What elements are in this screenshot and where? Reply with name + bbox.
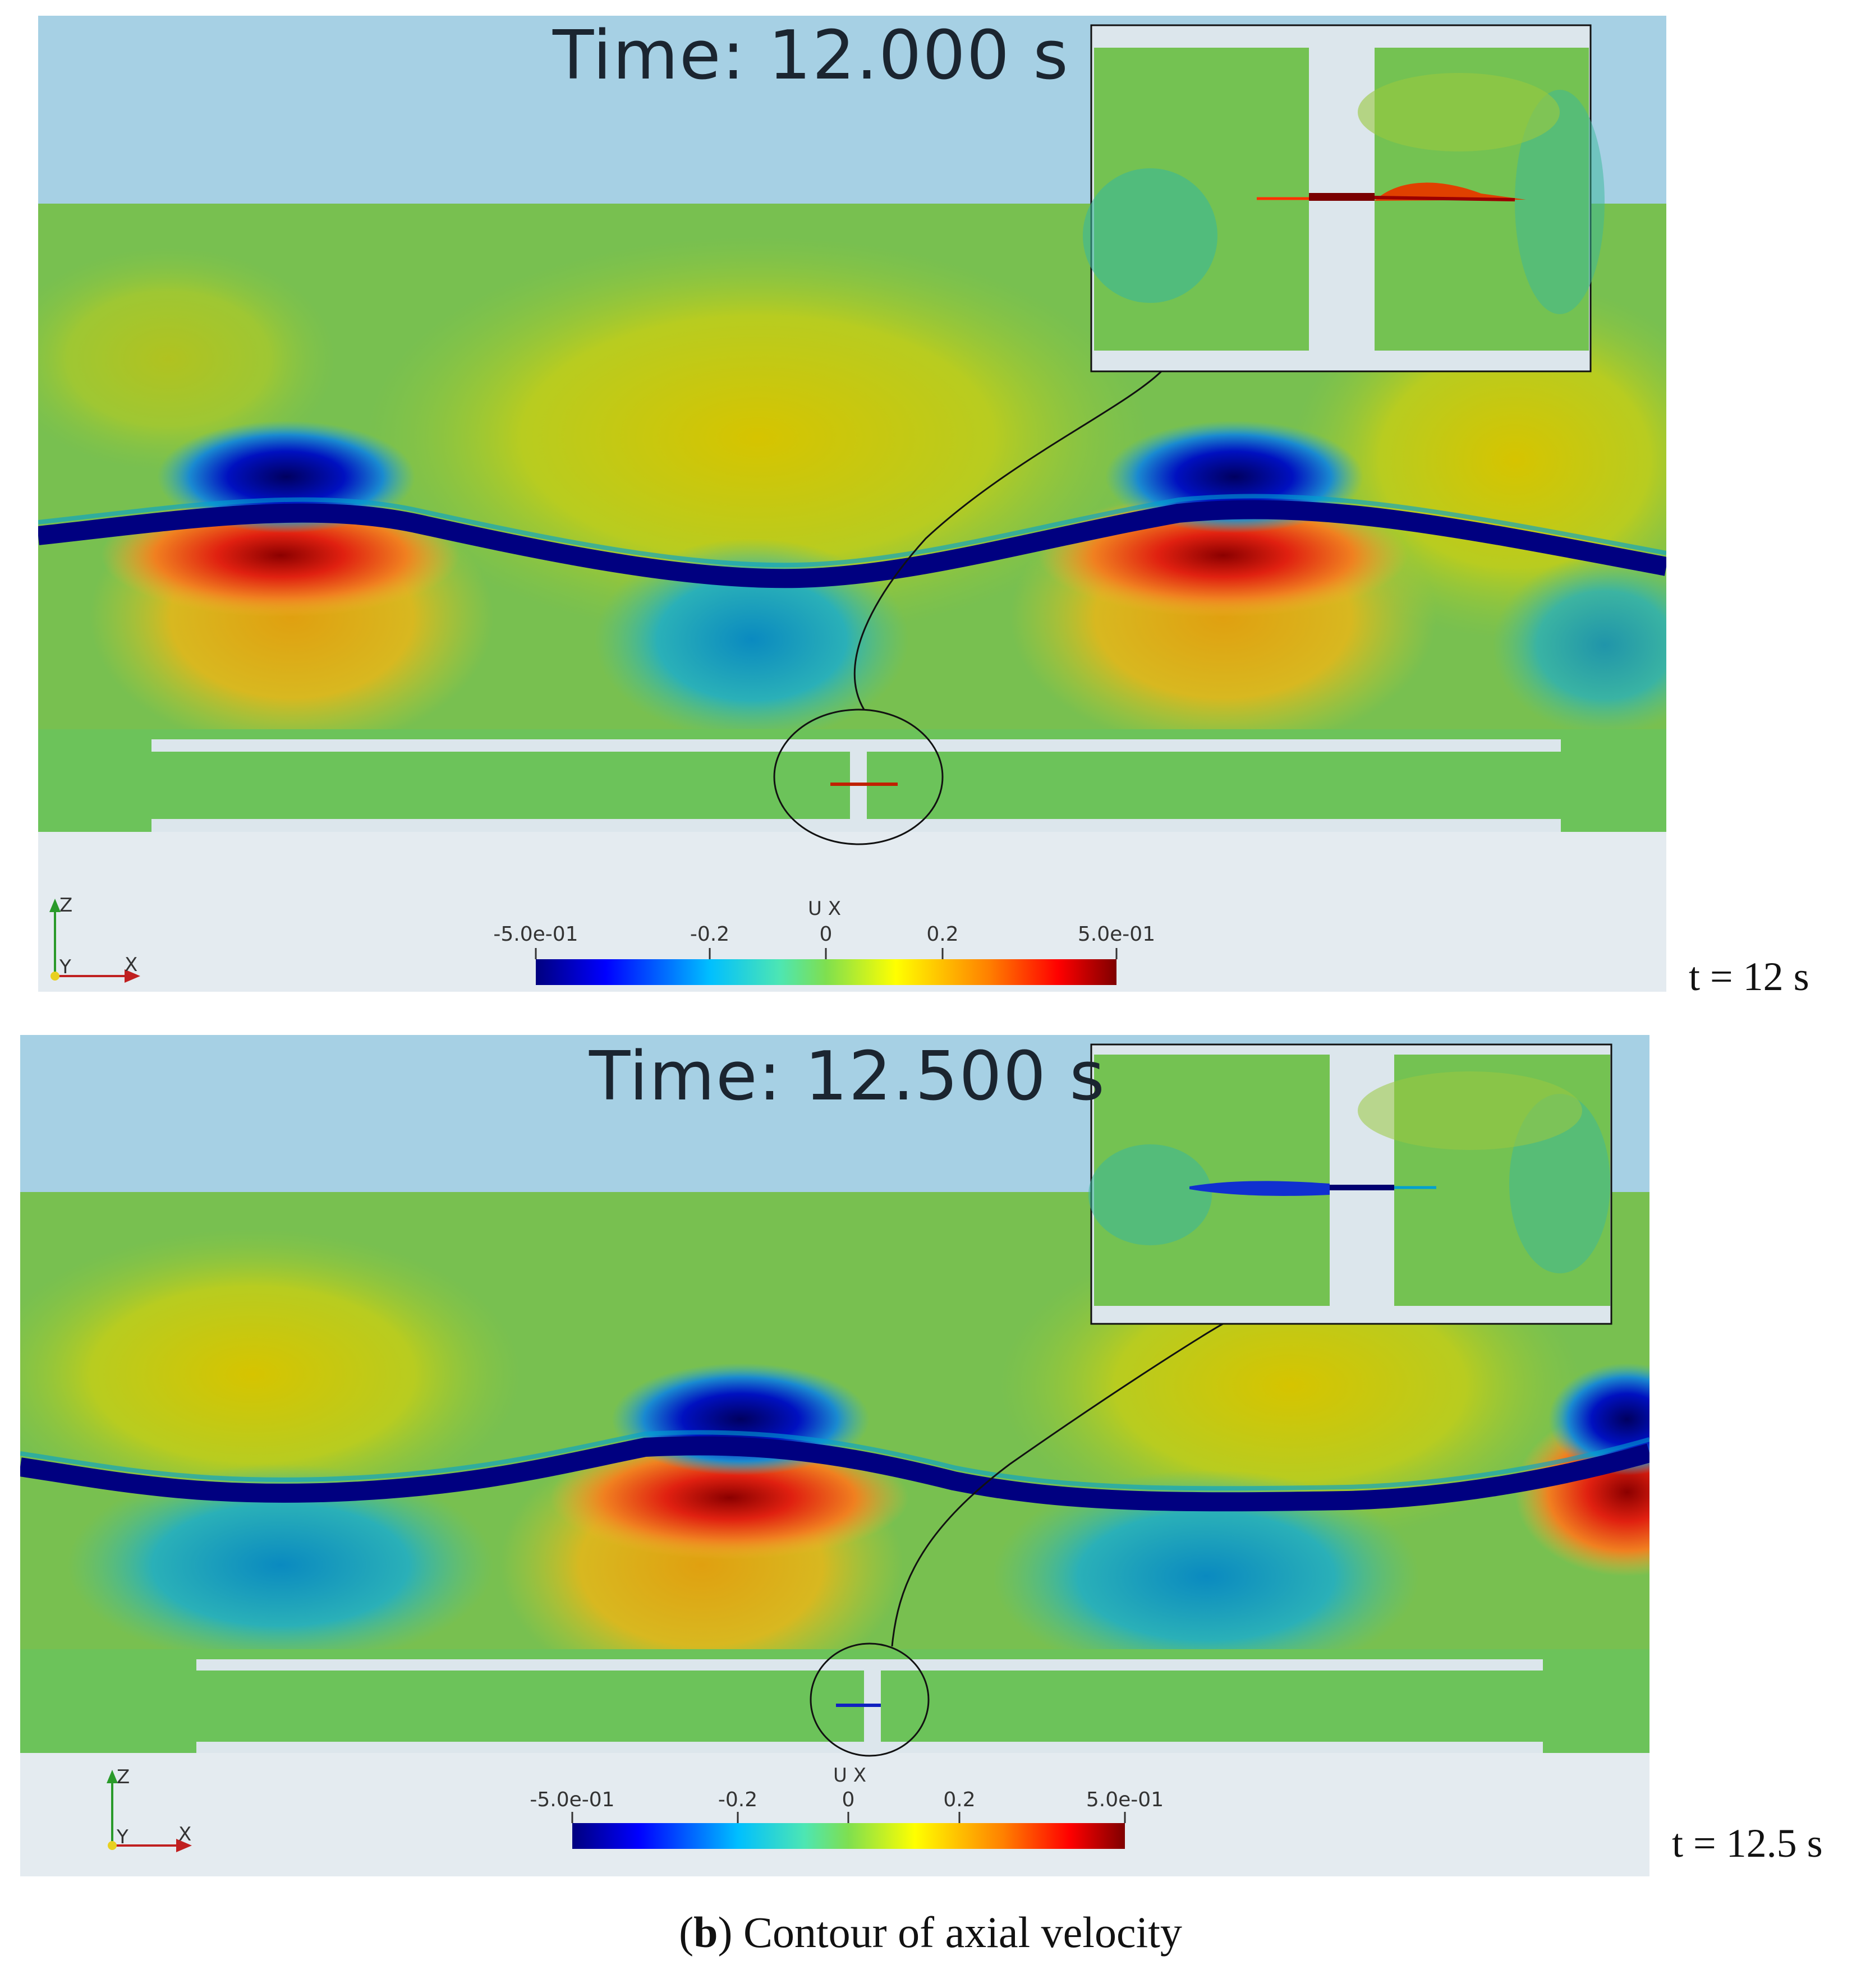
time-side-label-bottom: t = 12.5 s <box>1672 1821 1823 1866</box>
colorbar-title-top: U X <box>808 898 841 920</box>
colorbar-tick: -0.2 <box>718 1788 758 1811</box>
time-label-bottom: Time: 12.500 s <box>589 1038 1106 1116</box>
caption-text: Contour of axial velocity <box>732 1908 1182 1957</box>
zoom-inset-bottom <box>1088 1043 1612 1325</box>
panel-top: Time: 12.000 s U X -5.0e-01 -0.2 0 0.2 5… <box>38 16 1809 999</box>
colorbar-title-bottom: U X <box>833 1764 866 1787</box>
caption-letter: b <box>693 1908 718 1957</box>
axis-z-label: Z <box>59 894 73 917</box>
axis-x-label: X <box>178 1823 192 1846</box>
zoom-inset-top <box>1083 24 1605 372</box>
time-label-top: Time: 12.000 s <box>553 17 1069 95</box>
colorbar-tick: 0.2 <box>943 1788 976 1811</box>
colorbar-tick: 0 <box>819 923 833 946</box>
colorbar-tick: 0.2 <box>926 923 959 946</box>
axis-y-label: Y <box>117 1826 128 1848</box>
panel-bottom: Time: 12.500 s U X -5.0e-01 -0.2 0 0.2 5… <box>0 1027 1861 1885</box>
colorbar-tick: 5.0e-01 <box>1077 923 1156 946</box>
contour-plot-bottom <box>20 1035 1649 1876</box>
time-side-label-top: t = 12 s <box>1689 954 1809 999</box>
axis-x-label: X <box>125 954 138 976</box>
axis-y-label: Y <box>59 956 71 978</box>
figure-caption: (b) Contour of axial velocity <box>679 1908 1182 1957</box>
colorbar-tick: -5.0e-01 <box>530 1788 615 1811</box>
contour-plot-top <box>38 16 1666 992</box>
colorbar-tick: -5.0e-01 <box>493 923 578 946</box>
axis-z-label: Z <box>117 1766 130 1788</box>
colorbar-top <box>536 959 1116 985</box>
colorbar-tick: 5.0e-01 <box>1086 1788 1164 1811</box>
colorbar-tick: 0 <box>842 1788 855 1811</box>
colorbar-tick: -0.2 <box>690 923 730 946</box>
colorbar-bottom <box>572 1823 1125 1849</box>
